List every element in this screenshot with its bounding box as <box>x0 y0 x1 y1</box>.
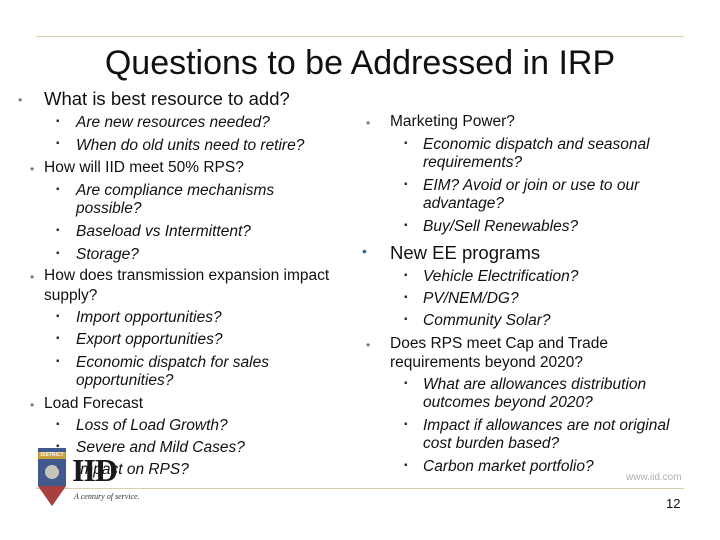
sub-bullet: ▪ <box>56 248 60 259</box>
r3-sub-1: What are allowances distribution <box>423 376 647 393</box>
question-4: Load Forecast <box>44 395 144 412</box>
bullet-dot: • <box>366 338 371 352</box>
q3-sub-1: Import opportunities? <box>76 309 222 326</box>
r1-sub-3: Buy/Sell Renewables? <box>423 218 579 235</box>
sub-bullet: ▪ <box>56 138 60 149</box>
r3-sub-3: Carbon market portfolio? <box>423 458 594 475</box>
logo-badge: DISTRICT <box>40 452 64 458</box>
q4-sub-2: Severe and Mild Cases? <box>76 439 245 456</box>
q3-sub-3-cont: opportunities? <box>76 372 174 389</box>
sub-bullet: ▪ <box>56 419 60 430</box>
sub-bullet: ▪ <box>56 184 60 195</box>
page-number: 12 <box>666 496 681 511</box>
sub-bullet: ▪ <box>56 116 60 127</box>
sub-bullet: ▪ <box>404 220 408 231</box>
sub-bullet: ▪ <box>56 333 60 344</box>
bullet-dot: • <box>30 162 35 176</box>
q3-sub-3: Economic dispatch for sales <box>76 354 269 371</box>
bullet-dot: • <box>30 398 35 412</box>
r2-sub-3: Community Solar? <box>423 312 551 329</box>
bullet-dot: • <box>18 93 23 107</box>
slide-title: Questions to be Addressed in IRP <box>104 44 616 82</box>
iid-logo-shield-icon <box>38 448 66 506</box>
iid-logo: DISTRICT IID A century of service. <box>36 446 156 512</box>
right-item-1: Marketing Power? <box>390 113 515 130</box>
r1-sub-1: Economic dispatch and seasonal <box>423 136 650 153</box>
sub-bullet: ▪ <box>404 292 408 303</box>
right-item-3: Does RPS meet Cap and Trade <box>390 335 608 352</box>
question-3-cont: supply? <box>44 287 98 304</box>
bullet-dot: • <box>30 270 35 284</box>
q2-sub-1-cont: possible? <box>76 200 142 217</box>
sub-bullet: ▪ <box>404 179 408 190</box>
sub-bullet: ▪ <box>404 138 408 149</box>
q3-sub-2: Export opportunities? <box>76 331 223 348</box>
bullet-dot: • <box>366 116 371 130</box>
footer-url: www.iid.com <box>626 472 682 483</box>
sub-bullet: ▪ <box>404 314 408 325</box>
bullet-dot: • <box>362 243 367 259</box>
sub-bullet: ▪ <box>404 460 408 471</box>
question-2: How will IID meet 50% RPS? <box>44 159 244 176</box>
sub-bullet: ▪ <box>56 356 60 367</box>
q4-sub-1: Loss of Load Growth? <box>76 417 228 434</box>
r1-sub-2-cont: advantage? <box>423 195 505 212</box>
q1-sub-2: When do old units need to retire? <box>76 137 305 154</box>
question-1: What is best resource to add? <box>44 88 290 109</box>
right-item-3-cont: requirements beyond 2020? <box>390 354 584 371</box>
sub-bullet: ▪ <box>56 225 60 236</box>
right-item-2: New EE programs <box>390 242 541 263</box>
q2-sub-1: Are compliance mechanisms <box>76 182 275 199</box>
r3-sub-2: Impact if allowances are not original <box>423 417 670 434</box>
question-3: How does transmission expansion impact <box>44 267 330 284</box>
q1-sub-1: Are new resources needed? <box>76 114 270 131</box>
sub-bullet: ▪ <box>404 378 408 389</box>
bottom-rule <box>36 488 684 489</box>
r2-sub-1: Vehicle Electrification? <box>423 268 579 285</box>
logo-wordmark: IID <box>72 452 118 488</box>
r1-sub-1-cont: requirements? <box>423 154 523 171</box>
sub-bullet: ▪ <box>56 441 60 452</box>
r2-sub-2: PV/NEM/DG? <box>423 290 519 307</box>
q4-sub-3: Impact on RPS? <box>76 461 189 478</box>
logo-tagline: A century of service. <box>74 492 140 501</box>
top-rule <box>36 36 684 37</box>
r1-sub-2: EIM? Avoid or join or use to our <box>423 177 640 194</box>
sub-bullet: ▪ <box>404 270 408 281</box>
sub-bullet: ▪ <box>56 311 60 322</box>
sub-bullet: ▪ <box>404 419 408 430</box>
r3-sub-1-cont: outcomes beyond 2020? <box>423 394 593 411</box>
q2-sub-3: Storage? <box>76 246 139 263</box>
r3-sub-2-cont: cost burden based? <box>423 435 560 452</box>
q2-sub-2: Baseload vs Intermittent? <box>76 223 251 240</box>
